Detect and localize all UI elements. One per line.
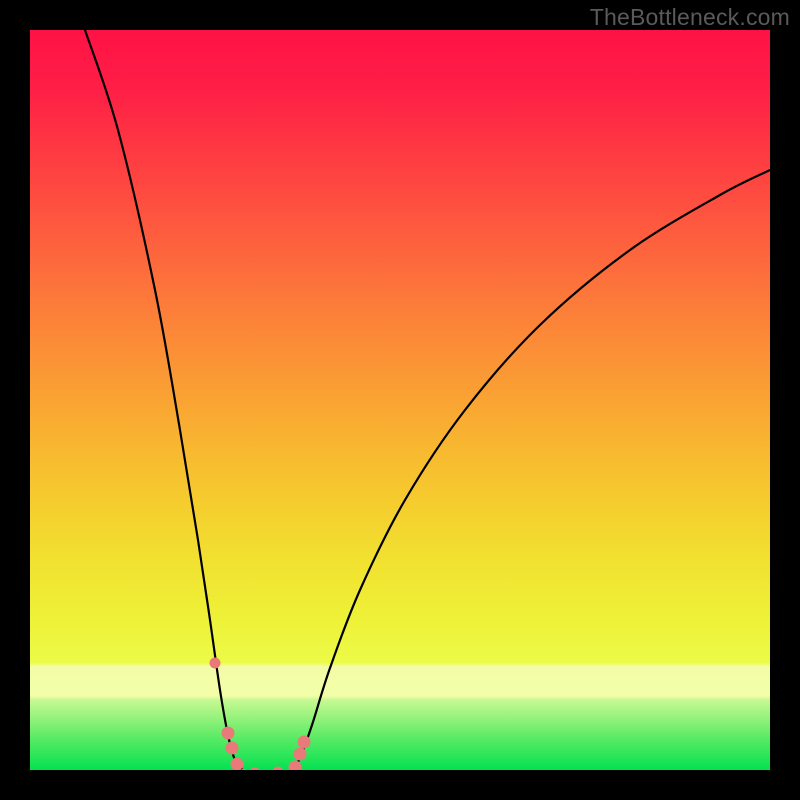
marker-point bbox=[210, 658, 220, 668]
marker-point bbox=[222, 727, 234, 739]
plot-background bbox=[30, 30, 770, 770]
chart-svg bbox=[0, 0, 800, 800]
marker-point bbox=[298, 736, 310, 748]
chart-container: TheBottleneck.com bbox=[0, 0, 800, 800]
marker-point bbox=[294, 748, 306, 760]
marker-point bbox=[231, 758, 243, 770]
marker-point bbox=[226, 742, 238, 754]
attribution-label: TheBottleneck.com bbox=[590, 4, 790, 31]
